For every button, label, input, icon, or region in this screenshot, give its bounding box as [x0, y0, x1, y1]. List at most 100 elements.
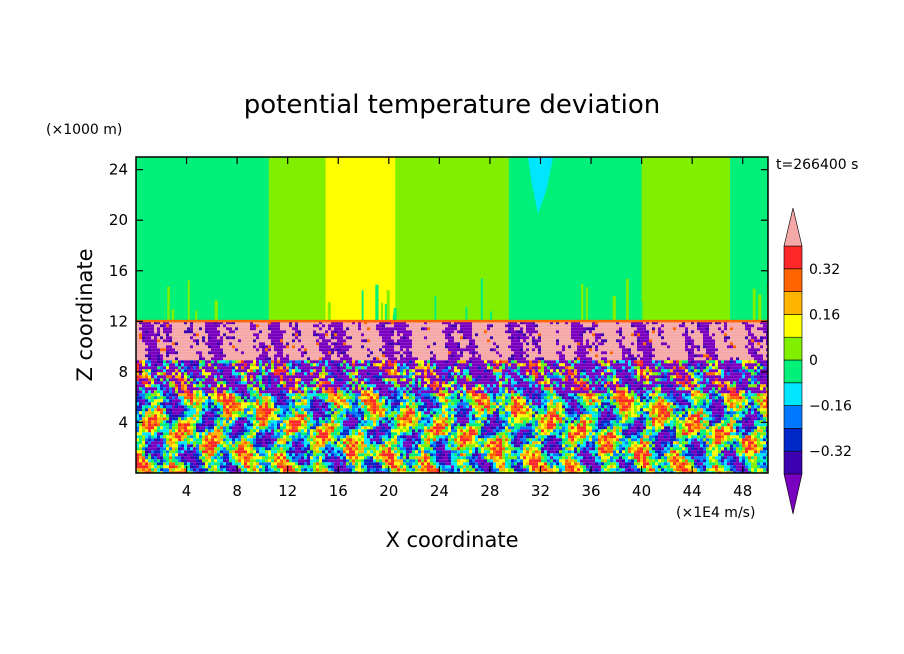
cell [568, 387, 571, 391]
cell [760, 351, 763, 355]
cell [277, 390, 280, 394]
cell [568, 336, 571, 340]
cell [313, 363, 316, 367]
cell [439, 369, 442, 373]
cell [625, 366, 628, 370]
cell [178, 372, 181, 376]
streak [361, 290, 364, 322]
cell [487, 342, 490, 346]
cell [757, 384, 760, 388]
cell [562, 348, 565, 352]
cell [205, 351, 208, 355]
cell [166, 360, 169, 364]
cell [541, 354, 544, 358]
cell [367, 351, 370, 355]
cell [454, 351, 457, 355]
cell [496, 366, 499, 370]
cell [370, 339, 373, 343]
cell [643, 387, 646, 391]
cell [367, 330, 370, 334]
cell [442, 324, 445, 328]
cell [706, 357, 709, 361]
cell [334, 378, 337, 382]
cell [544, 381, 547, 385]
cell [241, 345, 244, 349]
cell [337, 342, 340, 346]
cell [601, 324, 604, 328]
cell [748, 363, 751, 367]
cell [565, 366, 568, 370]
cell [727, 372, 730, 376]
cell [559, 333, 562, 337]
cell [691, 327, 694, 331]
cell [754, 330, 757, 334]
cell [484, 348, 487, 352]
cell [547, 378, 550, 382]
cell [622, 354, 625, 358]
cell [457, 330, 460, 334]
cell [520, 360, 523, 364]
cell [331, 387, 334, 391]
cell [718, 339, 721, 343]
cell [142, 348, 145, 352]
cell [349, 381, 352, 385]
cell [196, 342, 199, 346]
cell [364, 363, 367, 367]
cell [259, 369, 262, 373]
cell [190, 387, 193, 391]
cell [487, 360, 490, 364]
cell [565, 369, 568, 373]
cell [151, 390, 154, 394]
cell [715, 345, 718, 349]
cell [748, 366, 751, 370]
cyan-patch [527, 157, 554, 214]
cell [274, 348, 277, 352]
cell [154, 336, 157, 340]
cell [469, 348, 472, 352]
cell [538, 375, 541, 379]
cell [337, 357, 340, 361]
cell [349, 384, 352, 388]
cell [184, 369, 187, 373]
cell [301, 360, 304, 364]
cell [667, 369, 670, 373]
cell [598, 330, 601, 334]
cell [244, 327, 247, 331]
cell [709, 327, 712, 331]
cell [502, 348, 505, 352]
cell [673, 324, 676, 328]
cell [739, 348, 742, 352]
cell [166, 363, 169, 367]
cell [265, 372, 268, 376]
cell [643, 327, 646, 331]
streak [214, 300, 218, 322]
cell [283, 348, 286, 352]
cell [235, 375, 238, 379]
cell [148, 390, 151, 394]
cell [268, 348, 271, 352]
cell [604, 348, 607, 352]
cell [475, 369, 478, 373]
cell [574, 351, 577, 355]
cell [448, 321, 451, 325]
cell [448, 339, 451, 343]
cell [160, 339, 163, 343]
cell [376, 378, 379, 382]
cell [307, 372, 310, 376]
cell [325, 321, 328, 325]
cell [538, 363, 541, 367]
cell [610, 363, 613, 367]
cell [715, 387, 718, 391]
cell [757, 360, 760, 364]
cell [568, 348, 571, 352]
cell [406, 384, 409, 388]
cell [631, 363, 634, 367]
cell [196, 381, 199, 385]
cell [553, 321, 556, 325]
cell [718, 372, 721, 376]
cell [418, 375, 421, 379]
cell [334, 384, 337, 388]
cell [160, 384, 163, 388]
cell [181, 342, 184, 346]
